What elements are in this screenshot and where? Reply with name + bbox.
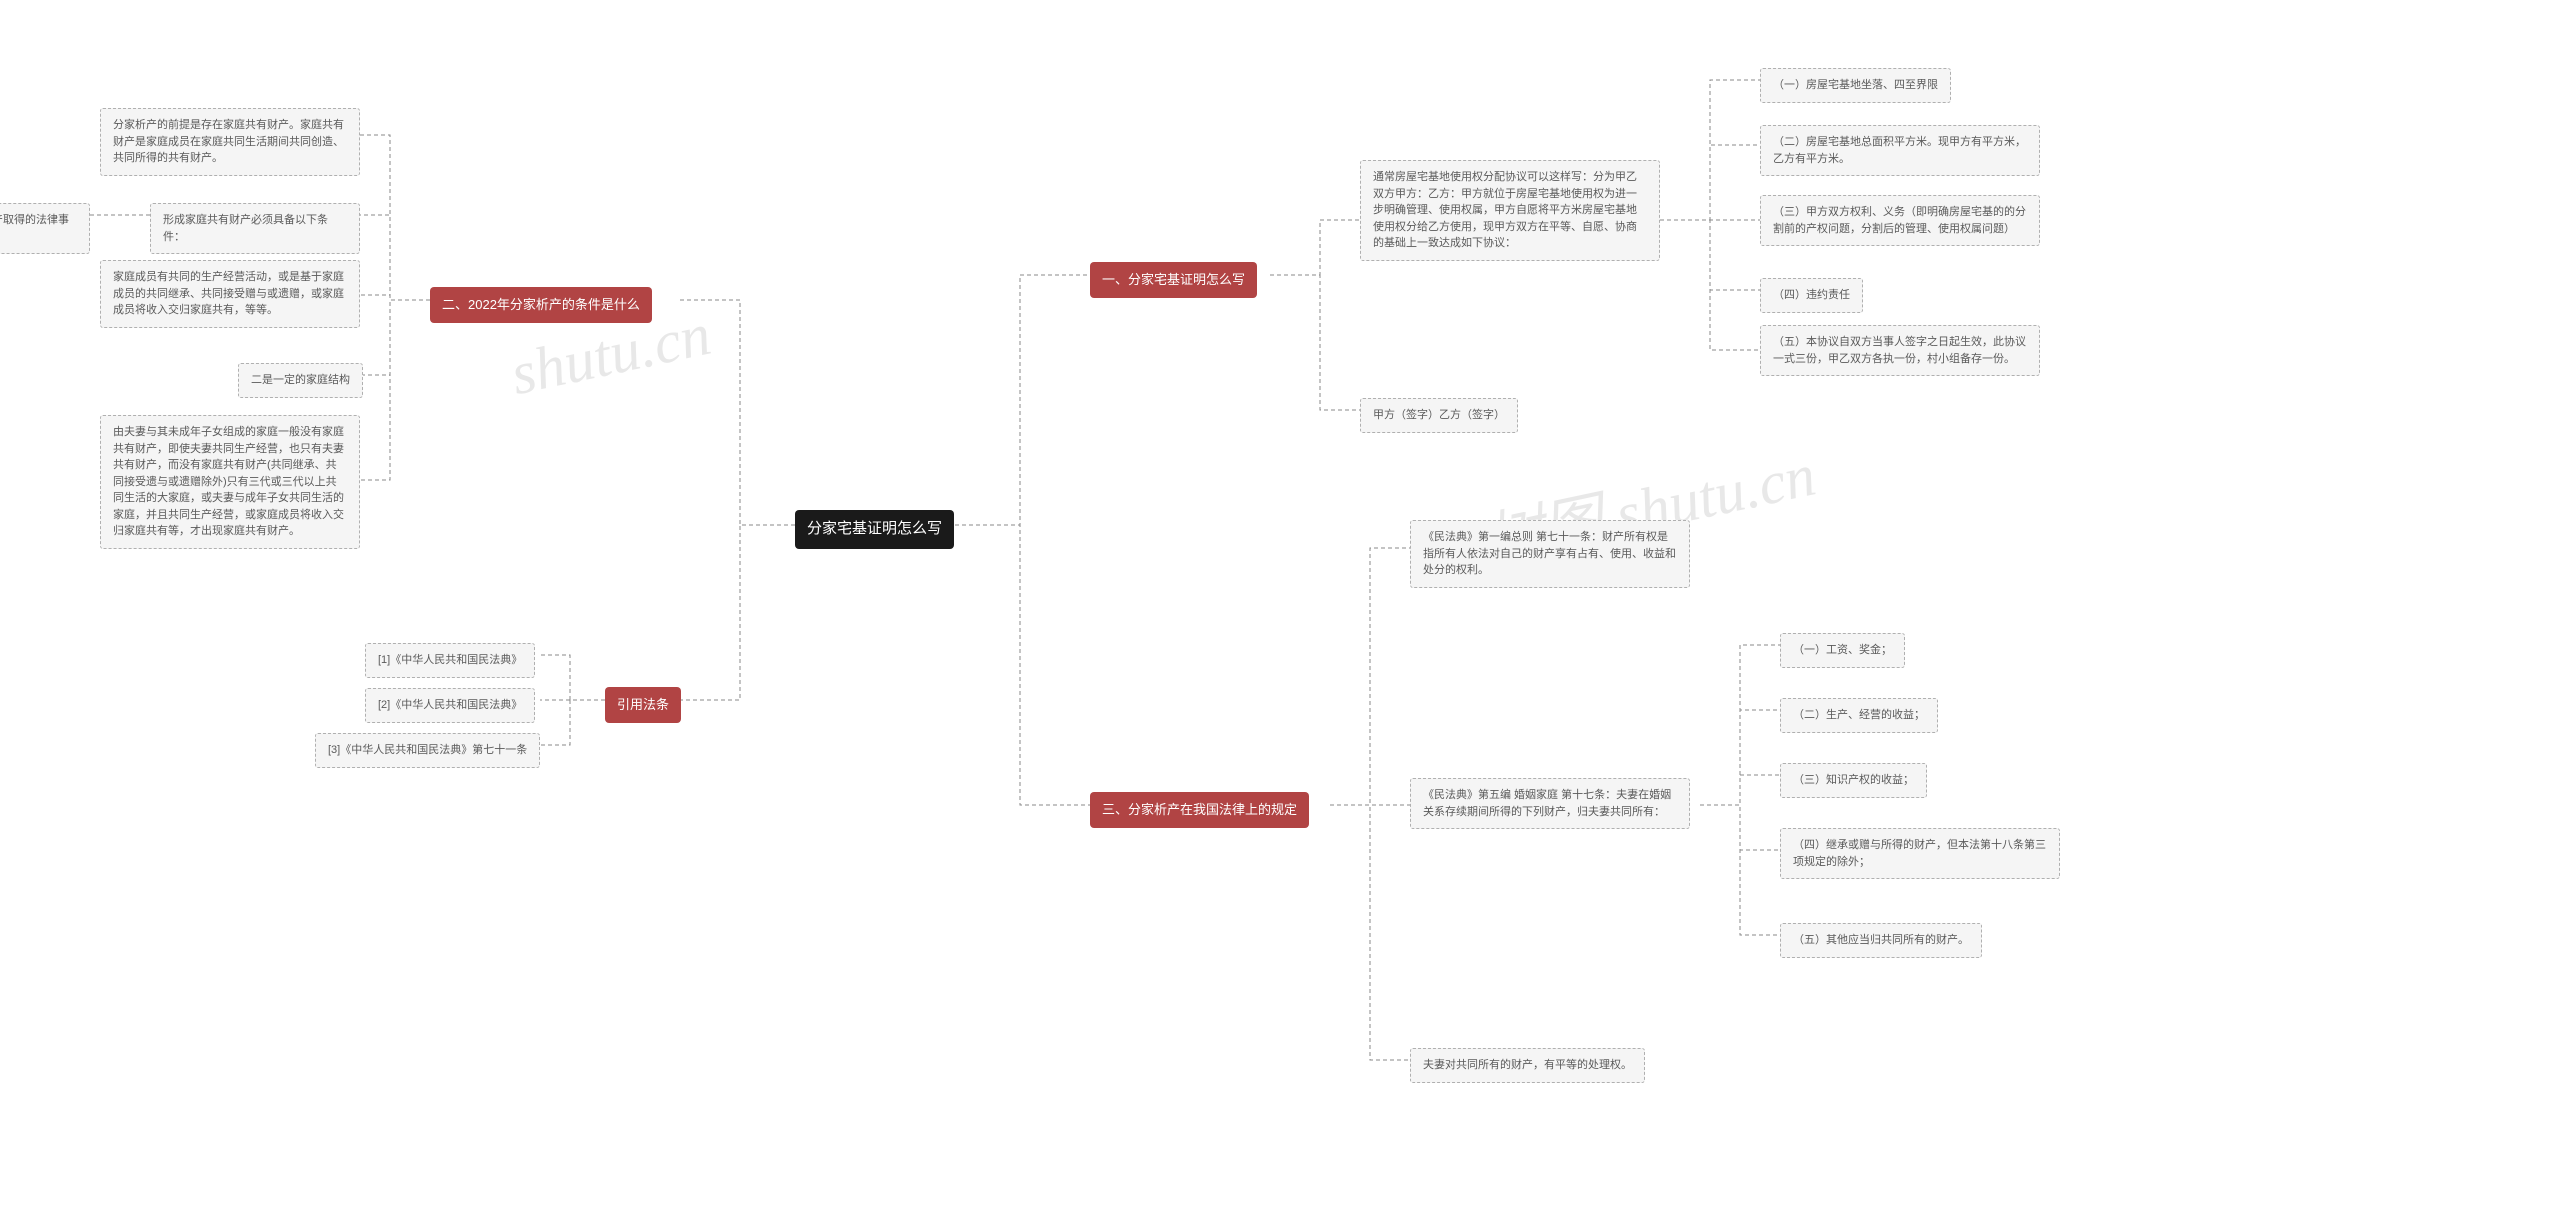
leaf-b2c4[interactable]: 二是一定的家庭结构 xyxy=(238,363,363,398)
leaf-b4c1[interactable]: [1]《中华人民共和国民法典》 xyxy=(365,643,535,678)
branch-4[interactable]: 引用法条 xyxy=(605,687,681,723)
leaf-b3c3[interactable]: 夫妻对共同所有的财产，有平等的处理权。 xyxy=(1410,1048,1645,1083)
leaf-b3c2d[interactable]: （四）继承或赠与所得的财产，但本法第十八条第三项规定的除外； xyxy=(1780,828,2060,879)
connectors-layer xyxy=(40,40,2520,1175)
leaf-b4c3[interactable]: [3]《中华人民共和国民法典》第七十一条 xyxy=(315,733,540,768)
leaf-b1c1e[interactable]: （五）本协议自双方当事人签字之日起生效，此协议一式三份，甲乙双方各执一份，村小组… xyxy=(1760,325,2040,376)
leaf-b1c2[interactable]: 甲方（签字）乙方（签字） xyxy=(1360,398,1518,433)
leaf-b3c2a[interactable]: （一）工资、奖金； xyxy=(1780,633,1905,668)
branch-3[interactable]: 三、分家析产在我国法律上的规定 xyxy=(1090,792,1309,828)
leaf-b1c1c[interactable]: （三）甲方双方权利、义务（即明确房屋宅基的的分割前的产权问题，分割后的管理、使用… xyxy=(1760,195,2040,246)
leaf-b3c1[interactable]: 《民法典》第一编总则 第七十一条：财产所有权是指所有人依法对自己的财产享有占有、… xyxy=(1410,520,1690,588)
leaf-b4c2[interactable]: [2]《中华人民共和国民法典》 xyxy=(365,688,535,723)
branch-1[interactable]: 一、分家宅基证明怎么写 xyxy=(1090,262,1257,298)
leaf-b1c1a[interactable]: （一）房屋宅基地坐落、四至界限 xyxy=(1760,68,1951,103)
leaf-b2c3[interactable]: 家庭成员有共同的生产经营活动，或是基于家庭成员的共同继承、共同接受赠与或遗赠，或… xyxy=(100,260,360,328)
leaf-b2c5[interactable]: 由夫妻与其未成年子女组成的家庭一般没有家庭共有财产，即使夫妻共同生产经营，也只有… xyxy=(100,415,360,549)
leaf-b1c1[interactable]: 通常房屋宅基地使用权分配协议可以这样写：分为甲乙双方甲方：乙方：甲方就位于房屋宅… xyxy=(1360,160,1660,261)
root-node[interactable]: 分家宅基证明怎么写 xyxy=(795,510,954,549)
mindmap-canvas: shutu.cn 树图 shutu.cn xyxy=(40,40,2520,1175)
leaf-b3c2e[interactable]: （五）其他应当归共同所有的财产。 xyxy=(1780,923,1982,958)
leaf-b2c2a[interactable]: 一是具有家庭共有财产取得的法律事实 xyxy=(0,203,90,254)
leaf-b1c1d[interactable]: （四）违约责任 xyxy=(1760,278,1863,313)
branch-2[interactable]: 二、2022年分家析产的条件是什么 xyxy=(430,287,652,323)
leaf-b2c1[interactable]: 分家析产的前提是存在家庭共有财产。家庭共有财产是家庭成员在家庭共同生活期间共同创… xyxy=(100,108,360,176)
leaf-b3c2[interactable]: 《民法典》第五编 婚姻家庭 第十七条：夫妻在婚姻关系存续期间所得的下列财产，归夫… xyxy=(1410,778,1690,829)
leaf-b3c2c[interactable]: （三）知识产权的收益； xyxy=(1780,763,1927,798)
leaf-b3c2b[interactable]: （二）生产、经营的收益； xyxy=(1780,698,1938,733)
leaf-b2c2[interactable]: 形成家庭共有财产必须具备以下条件： xyxy=(150,203,360,254)
leaf-b1c1b[interactable]: （二）房屋宅基地总面积平方米。现甲方有平方米，乙方有平方米。 xyxy=(1760,125,2040,176)
